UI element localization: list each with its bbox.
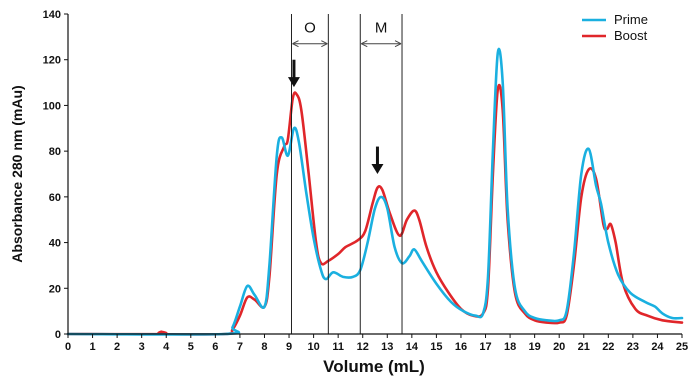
x-tick-label: 16	[455, 341, 467, 353]
x-tick-label: 2	[114, 341, 120, 353]
y-tick-label: 0	[55, 329, 61, 341]
x-tick-label: 11	[332, 341, 344, 353]
x-tick-label: 14	[406, 341, 419, 353]
x-tick-label: 22	[602, 341, 614, 353]
y-tick-label: 60	[49, 192, 61, 204]
region-arrowhead-left	[292, 40, 299, 48]
region-label: O	[304, 19, 316, 36]
x-tick-label: 1	[89, 341, 95, 353]
x-tick-label: 10	[307, 341, 319, 353]
x-tick-label: 8	[261, 341, 267, 353]
region-arrowhead-right	[394, 40, 402, 48]
region-arrowhead-right	[321, 40, 328, 48]
x-tick-label: 3	[139, 341, 145, 353]
peak-marker-arrowhead	[371, 164, 384, 174]
y-tick-label: 20	[49, 283, 61, 295]
x-tick-label: 25	[676, 341, 688, 353]
x-axis-title: Volume (mL)	[323, 357, 425, 376]
x-tick-label: 19	[529, 341, 541, 353]
x-tick-label: 13	[381, 341, 393, 353]
y-tick-label: 100	[43, 100, 61, 112]
x-tick-label: 6	[212, 341, 218, 353]
x-tick-label: 21	[578, 341, 590, 353]
y-tick-label: 40	[49, 238, 61, 250]
x-tick-label: 15	[430, 341, 442, 353]
y-tick-label: 120	[43, 55, 61, 67]
x-tick-label: 18	[504, 341, 516, 353]
x-tick-label: 24	[651, 341, 664, 353]
region-arrowhead-left	[361, 40, 368, 48]
y-tick-label: 80	[49, 146, 61, 158]
axes: 0 1 2 3 4 5 6 7 8 9 10 11 12 13 14 15 16 17 18 19 20 21 22 23 24…	[43, 9, 688, 353]
x-tick-label: 9	[286, 341, 292, 353]
legend-label-prime: Prime	[614, 12, 648, 27]
x-tick-label: 23	[627, 341, 639, 353]
series-lines	[66, 47, 684, 336]
x-tick-label: 0	[65, 341, 71, 353]
x-tick-label: 17	[479, 341, 491, 353]
x-tick-label: 20	[553, 341, 565, 353]
region-label: M	[375, 19, 388, 36]
x-tick-label: 5	[188, 341, 194, 353]
y-tick-label: 140	[43, 9, 61, 21]
x-tick-label: 4	[163, 341, 170, 353]
peak-marker-arrowhead	[287, 77, 300, 88]
legend-label-boost: Boost	[614, 28, 648, 43]
x-tick-label: 12	[357, 341, 369, 353]
series-line-prime	[66, 47, 684, 336]
x-tick-label: 7	[237, 341, 243, 353]
y-axis-title: Absorbance 280 nm (mAu)	[9, 85, 25, 262]
